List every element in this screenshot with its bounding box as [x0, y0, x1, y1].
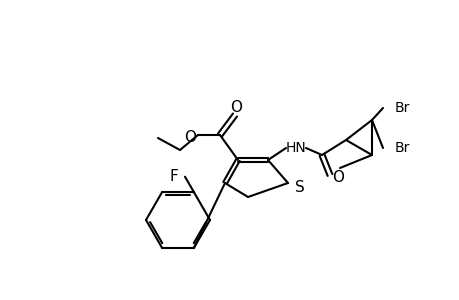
Text: O: O [184, 130, 196, 146]
Text: F: F [169, 169, 178, 184]
Text: HN: HN [285, 141, 306, 155]
Text: O: O [230, 100, 241, 116]
Text: O: O [331, 170, 343, 185]
Text: S: S [294, 179, 304, 194]
Text: Br: Br [394, 101, 409, 115]
Text: Br: Br [394, 141, 409, 155]
